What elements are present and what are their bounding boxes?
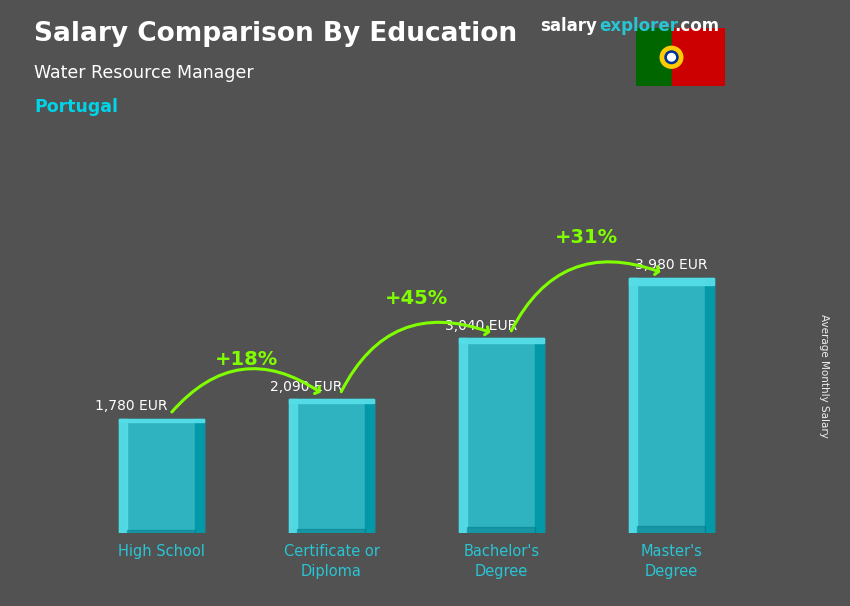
Text: 1,780 EUR: 1,780 EUR [94,399,167,413]
Bar [289,399,297,533]
Bar [119,419,204,422]
Text: Water Resource Manager: Water Resource Manager [34,64,253,82]
Text: +31%: +31% [555,228,618,247]
Bar [366,399,374,533]
Text: Salary Comparison By Education: Salary Comparison By Education [34,21,517,47]
Bar [289,399,374,402]
Circle shape [667,53,676,61]
Bar [629,278,638,533]
Bar [636,28,672,86]
Bar [119,419,128,533]
Bar [289,399,374,533]
Text: +45%: +45% [385,288,448,308]
Bar [706,278,714,533]
Text: salary: salary [540,17,597,35]
Bar [459,338,544,343]
Bar [638,525,706,533]
Text: Portugal: Portugal [34,98,118,116]
Bar [629,278,714,285]
Text: 3,040 EUR: 3,040 EUR [445,319,517,333]
Text: 2,090 EUR: 2,090 EUR [269,379,343,393]
Circle shape [660,46,683,68]
Text: Average Monthly Salary: Average Monthly Salary [819,314,829,438]
Bar [536,338,544,533]
Bar [468,527,536,533]
Circle shape [665,51,678,64]
Bar [196,419,204,533]
Bar [459,338,544,533]
Bar [672,28,725,86]
Bar [459,338,468,533]
Text: 3,980 EUR: 3,980 EUR [635,258,708,273]
Bar [298,529,366,533]
Bar [629,278,714,533]
Bar [128,530,196,533]
Bar [119,419,204,533]
Text: +18%: +18% [215,350,278,368]
Text: .com: .com [674,17,719,35]
Text: explorer: explorer [599,17,678,35]
